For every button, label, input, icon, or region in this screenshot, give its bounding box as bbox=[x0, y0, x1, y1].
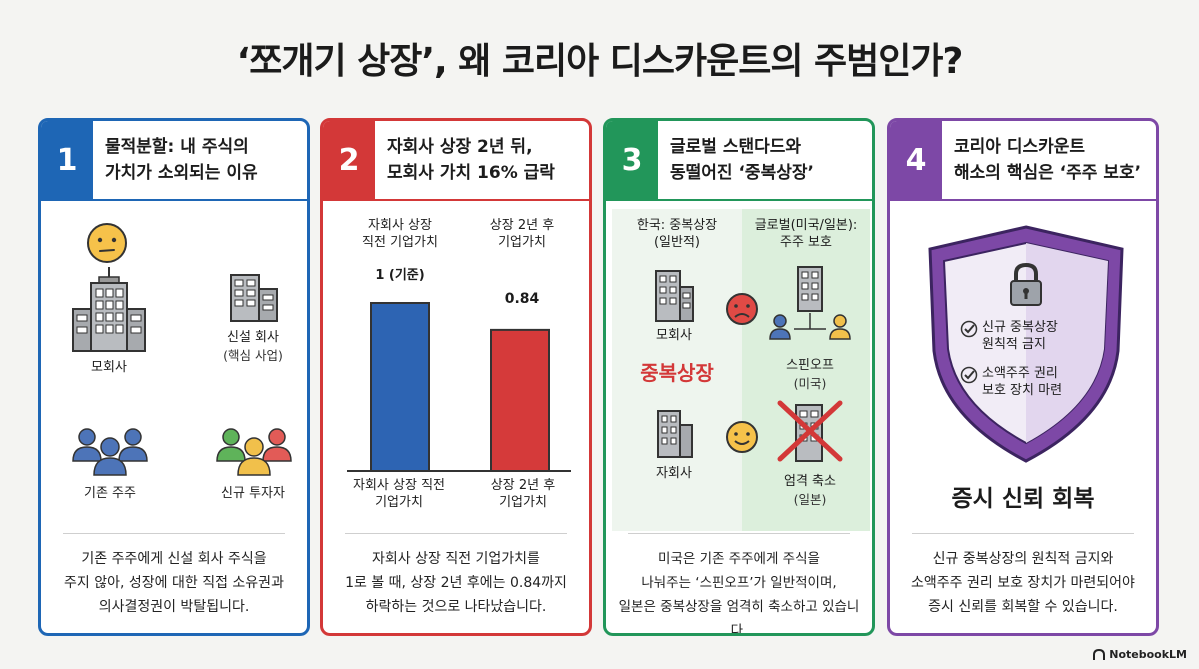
card-4-description: 신규 중복상장의 원칙적 금지와 소액주주 권리 보호 장치가 마련되어야 증시… bbox=[911, 551, 1135, 615]
new-investors-group-icon bbox=[216, 428, 292, 476]
card-2-divider bbox=[345, 533, 567, 534]
lock-icon bbox=[1010, 262, 1042, 306]
spinoff-sub-label: (미국) bbox=[793, 376, 827, 391]
restricted-building-icon bbox=[777, 400, 843, 462]
korea-child-building-icon bbox=[657, 410, 693, 458]
check-icon-2 bbox=[960, 366, 978, 384]
brand-badge: NotebookLM bbox=[1093, 648, 1187, 661]
duplicate-listing-highlight: 중복상장 bbox=[640, 361, 714, 385]
chart-bottom-label-before: 자회사 상장 직전 기업가치 bbox=[353, 478, 445, 510]
card-3-heading: 글로벌 스탠다드와 동떨어진 ‘중복상장’ bbox=[670, 137, 814, 183]
card-2-heading: 자회사 상장 2년 뒤, 모회사 가치 16% 급락 bbox=[387, 137, 555, 183]
card-2-header: 2 자회사 상장 2년 뒤, 모회사 가치 16% 급락 bbox=[323, 121, 589, 201]
bar-value-label-before: 1 (기준) bbox=[375, 268, 425, 283]
korea-parent-building-icon bbox=[655, 270, 694, 322]
parent-company-label: 모회사 bbox=[91, 360, 127, 375]
sad-face-icon bbox=[726, 293, 758, 325]
card-parent-value-drop: 2 자회사 상장 2년 뒤, 모회사 가치 16% 급락 자회사 상장 직전 기… bbox=[320, 118, 592, 636]
card-1-description: 기존 주주에게 신설 회사 주식을 주지 않아, 성장에 대한 직접 소유권과 … bbox=[64, 551, 284, 615]
global-panel-bg bbox=[742, 209, 870, 531]
card-1-heading: 물적분할: 내 주식의 가치가 소외되는 이유 bbox=[105, 137, 258, 183]
korea-panel-bg bbox=[612, 209, 742, 531]
parent-company-building-icon bbox=[72, 267, 146, 352]
card-3-divider bbox=[628, 533, 850, 534]
card-3-header: 3 글로벌 스탠다드와 동떨어진 ‘중복상장’ bbox=[606, 121, 872, 201]
global-header: 글로벌(미국/일본): 주주 보호 bbox=[754, 218, 858, 250]
card-3-description: 미국은 기존 주주에게 주식을 나눠주는 ‘스핀오프’가 일반적이며, 일본은 … bbox=[618, 551, 860, 636]
notebooklm-logo-icon bbox=[1093, 648, 1106, 660]
korea-header: 한국: 중복상장 (일반적) bbox=[636, 218, 718, 250]
worried-face-icon bbox=[87, 223, 127, 263]
card-spinoff-explained: 1 물적분할: 내 주식의 가치가 소외되는 이유 모회사 bbox=[38, 118, 310, 636]
check-item-minority-rights: 소액주주 권리 보호 장치 마련 bbox=[982, 366, 1063, 398]
bar-before-listing bbox=[370, 302, 430, 472]
card-1-number: 1 bbox=[41, 121, 93, 199]
page-title: ‘쪼개기 상장’, 왜 코리아 디스카운트의 주범인가? bbox=[236, 41, 964, 82]
check-item-ban-listing: 신규 중복상장 원칙적 금지 bbox=[982, 320, 1058, 352]
restrict-sub-label: (일본) bbox=[793, 492, 827, 507]
brand-label: NotebookLM bbox=[1109, 648, 1187, 661]
spinoff-diagram-icon bbox=[769, 266, 851, 340]
card-4-divider bbox=[912, 533, 1134, 534]
existing-shareholders-label: 기존 주주 bbox=[84, 486, 136, 501]
shield-icon bbox=[928, 225, 1124, 463]
existing-shareholders-group-icon bbox=[72, 428, 148, 476]
new-investors-label: 신규 투자자 bbox=[221, 486, 285, 501]
card-1-header: 1 물적분할: 내 주식의 가치가 소외되는 이유 bbox=[41, 121, 307, 201]
card-4-heading: 코리아 디스카운트 해소의 핵심은 ‘주주 보호’ bbox=[954, 137, 1142, 183]
value-bar-chart bbox=[347, 302, 571, 472]
korea-parent-label: 모회사 bbox=[656, 328, 692, 343]
spinoff-label: 스핀오프 bbox=[786, 358, 834, 373]
new-company-label: 신설 회사 bbox=[227, 330, 279, 345]
new-company-building-icon bbox=[230, 274, 278, 322]
new-company-sub-label: (핵심 사업) bbox=[223, 348, 283, 363]
card-2-number: 2 bbox=[323, 121, 375, 199]
card-3-number: 3 bbox=[606, 121, 658, 199]
card-4-header: 4 코리아 디스카운트 해소의 핵심은 ‘주주 보호’ bbox=[890, 121, 1156, 201]
chart-bottom-label-after: 상장 2년 후 기업가치 bbox=[490, 478, 556, 510]
happy-face-icon bbox=[726, 421, 758, 453]
bar-two-years-after bbox=[490, 328, 550, 472]
restrict-label: 엄격 축소 bbox=[784, 474, 836, 489]
chart-top-label-before: 자회사 상장 직전 기업가치 bbox=[362, 218, 438, 250]
chart-top-label-after: 상장 2년 후 기업가치 bbox=[489, 218, 555, 250]
bar-value-label-after: 0.84 bbox=[504, 291, 540, 307]
korea-child-label: 자회사 bbox=[656, 466, 692, 481]
card-shareholder-protection: 4 코리아 디스카운트 해소의 핵심은 ‘주주 보호’ 신규 중복상장 원칙적 … bbox=[887, 118, 1159, 636]
card-1-divider bbox=[63, 533, 285, 534]
market-trust-recovery: 증시 신뢰 회복 bbox=[951, 486, 1095, 512]
check-icon-1 bbox=[960, 320, 978, 338]
card-2-description: 자회사 상장 직전 기업가치를 1로 볼 때, 상장 2년 후에는 0.84까지… bbox=[345, 551, 567, 615]
card-4-number: 4 bbox=[890, 121, 942, 199]
card-duplicate-listing: 3 글로벌 스탠다드와 동떨어진 ‘중복상장’ 한국: 중복상장 (일반적) 글… bbox=[603, 118, 875, 636]
